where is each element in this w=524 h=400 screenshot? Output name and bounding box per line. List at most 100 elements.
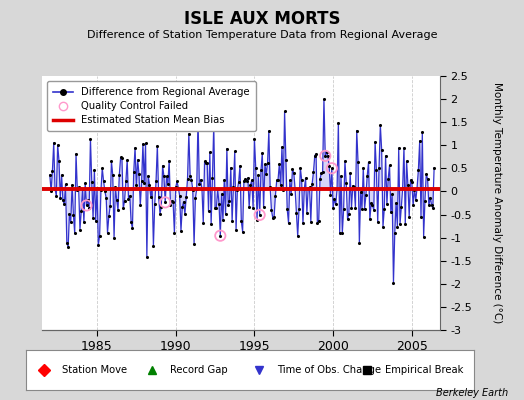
Point xyxy=(66,211,74,217)
Point xyxy=(202,160,210,167)
Point xyxy=(69,211,78,218)
Point xyxy=(168,198,176,204)
Point xyxy=(178,204,187,211)
Point xyxy=(100,178,108,184)
Point xyxy=(364,159,373,166)
Point xyxy=(92,218,100,224)
Point xyxy=(53,142,62,148)
Point xyxy=(173,178,181,184)
Point xyxy=(51,186,59,192)
Point xyxy=(136,202,145,209)
Point xyxy=(88,179,96,185)
Point xyxy=(350,184,358,190)
Point xyxy=(321,153,330,159)
Point xyxy=(264,160,272,166)
Text: Empirical Break: Empirical Break xyxy=(385,365,463,375)
Point xyxy=(402,158,411,164)
Point xyxy=(405,213,413,220)
Point xyxy=(95,232,104,239)
Point xyxy=(203,160,211,166)
Point xyxy=(342,180,351,186)
Point xyxy=(97,187,105,194)
Point xyxy=(208,174,216,181)
Point xyxy=(286,177,294,184)
Point xyxy=(335,230,344,236)
Point xyxy=(343,216,352,222)
Point xyxy=(256,212,264,218)
Point xyxy=(166,202,174,208)
Point xyxy=(369,207,378,214)
Point xyxy=(119,205,127,212)
Point xyxy=(262,170,270,177)
Point xyxy=(267,207,276,214)
Point xyxy=(272,177,281,184)
Point xyxy=(106,203,114,210)
Point xyxy=(48,168,57,174)
Point xyxy=(390,229,399,236)
Point xyxy=(72,151,80,157)
Point xyxy=(113,197,121,203)
Point xyxy=(157,204,166,210)
Point xyxy=(216,232,224,239)
Point xyxy=(205,149,214,156)
Text: Time of Obs. Change: Time of Obs. Change xyxy=(277,365,381,375)
Point xyxy=(298,176,306,183)
Point xyxy=(176,192,184,199)
Point xyxy=(144,173,152,179)
Point xyxy=(123,157,132,163)
Point xyxy=(416,138,424,144)
Point xyxy=(290,170,298,176)
Point xyxy=(139,141,147,147)
Point xyxy=(393,224,401,230)
Point xyxy=(427,201,435,208)
Point xyxy=(248,177,256,183)
Point xyxy=(274,177,282,183)
Point xyxy=(105,213,113,220)
Point xyxy=(211,205,219,211)
Point xyxy=(385,162,394,169)
Point xyxy=(296,164,304,171)
Point xyxy=(103,230,112,236)
Point xyxy=(314,218,323,224)
Point xyxy=(184,130,193,137)
Point xyxy=(316,176,324,182)
Point xyxy=(145,182,154,188)
Point xyxy=(207,220,215,227)
Point xyxy=(102,195,111,201)
Point xyxy=(59,197,67,204)
Point xyxy=(300,186,309,192)
Point xyxy=(307,218,315,225)
Point xyxy=(317,170,325,176)
Point xyxy=(187,176,195,183)
Point xyxy=(232,226,240,233)
Point xyxy=(396,221,404,227)
Point xyxy=(363,172,372,179)
Text: Difference of Station Temperature Data from Regional Average: Difference of Station Temperature Data f… xyxy=(87,30,437,40)
Point xyxy=(60,201,69,207)
Point xyxy=(189,187,197,193)
Point xyxy=(196,176,205,183)
Point xyxy=(224,202,232,209)
Point xyxy=(160,173,168,180)
Point xyxy=(332,201,340,208)
Point xyxy=(279,187,288,194)
Point xyxy=(216,232,224,239)
Point xyxy=(309,169,318,176)
Point xyxy=(246,182,255,188)
Point xyxy=(313,220,322,226)
Point xyxy=(82,202,91,209)
Point xyxy=(149,243,158,249)
Point xyxy=(266,184,275,191)
Point xyxy=(359,164,367,171)
Point xyxy=(67,219,75,225)
Point xyxy=(389,280,398,286)
Point xyxy=(46,172,54,178)
Point xyxy=(400,144,408,151)
Point xyxy=(424,202,433,209)
Point xyxy=(84,197,92,203)
Point xyxy=(233,187,242,193)
Point xyxy=(108,172,117,178)
Point xyxy=(376,122,385,128)
Point xyxy=(414,167,422,173)
Point xyxy=(249,205,257,212)
